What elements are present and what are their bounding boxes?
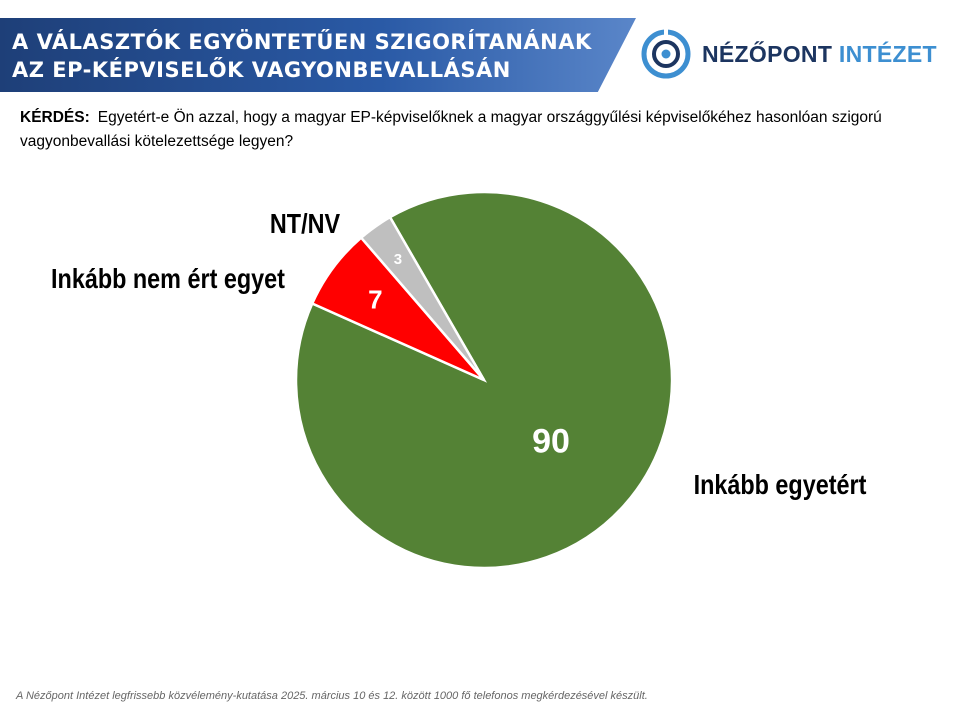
logo-text-part1: NÉZŐPONT: [702, 41, 833, 67]
slice-category-label: Inkább nem ért egyet: [51, 264, 285, 294]
slice-category-label: Inkább egyetért: [694, 470, 867, 500]
slice-value-label: 90: [532, 422, 570, 460]
logo-text: NÉZŐPONT INTÉZET: [702, 41, 937, 68]
title-line-2: AZ EP-KÉPVISELŐK VAGYONBEVALLÁSÁN: [12, 58, 511, 82]
footnote: A Nézőpont Intézet legfrissebb közvélemé…: [16, 690, 648, 702]
logo-mark-icon: [641, 28, 691, 79]
title-banner: A VÁLASZTÓK EGYÖNTETŰEN SZIGORÍTANÁNAK A…: [0, 18, 636, 92]
slice-value-label: 7: [368, 284, 382, 314]
title-line-1: A VÁLASZTÓK EGYÖNTETŰEN SZIGORÍTANÁNAK: [12, 30, 592, 54]
pie-slice: [359, 215, 486, 381]
question-label: KÉRDÉS:: [20, 109, 90, 126]
question-text: Egyetért-e Ön azzal, hogy a magyar EP-ké…: [20, 109, 882, 150]
question-block: KÉRDÉS: Egyetért-e Ön azzal, hogy a magya…: [20, 106, 940, 154]
nezopont-logo: NÉZŐPONT INTÉZET: [640, 26, 940, 86]
logo-text-part2: INTÉZET: [838, 41, 937, 67]
slice-category-label: NT/NV: [270, 209, 340, 239]
slice-value-label: 3: [394, 251, 402, 268]
